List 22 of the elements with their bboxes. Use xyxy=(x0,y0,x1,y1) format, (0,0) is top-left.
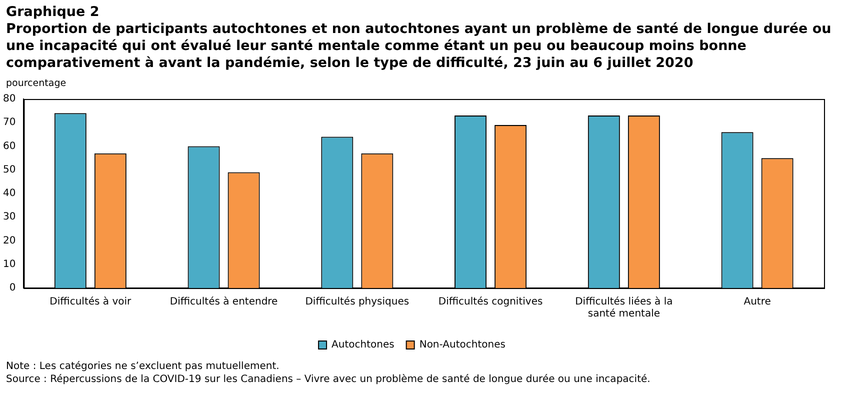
x-tick-label: Difficultés à entendre xyxy=(170,296,278,308)
y-tick-label: 60 xyxy=(2,140,16,152)
text: Note : Les catégories ne s’excluent pas mutuellement. xyxy=(6,360,280,373)
chart-subtitle: Proportion de participants autochtones et non autochtones ayant un problème de santé de longue durée ou une incapacité qui ont évalué leur santé mentale comme étant un peu ou beaucoup moins bonne comparativement à avant la pandémie, selon le type de difficulté, 23 juin au 6 juillet 2020 xyxy=(6,21,832,72)
y-tick-label: 40 xyxy=(2,188,16,200)
y-tick-label: 20 xyxy=(2,235,16,246)
chart-title: Graphique 2 xyxy=(6,4,100,21)
y-tick-label: 30 xyxy=(2,212,16,223)
y-axis-title: pourcentage xyxy=(6,78,68,90)
y-tick-label: 50 xyxy=(2,164,16,176)
x-tick-label: Difficultés liées à la santé mentale xyxy=(575,296,673,320)
x-tick-label: Difficultés à voir xyxy=(50,296,132,308)
y-tick-label: 10 xyxy=(2,258,16,270)
y-tick-label: 70 xyxy=(2,117,16,128)
y-tick-label: 0 xyxy=(9,282,16,294)
x-tick-label: Difficultés physiques xyxy=(305,296,410,308)
y-tick-label: 80 xyxy=(2,94,16,105)
source-note: Source : Répercussions de la COVID-19 sur les Canadiens – Vivre avec un problème de santé de longue durée ou une incapacité. xyxy=(6,373,652,386)
legend-label: Non-Autochtones xyxy=(419,340,506,351)
x-tick-label: Difficultés cognitives xyxy=(438,296,543,308)
legend-label: Autochtones xyxy=(332,340,394,351)
x-tick-label: Autre xyxy=(744,296,771,308)
